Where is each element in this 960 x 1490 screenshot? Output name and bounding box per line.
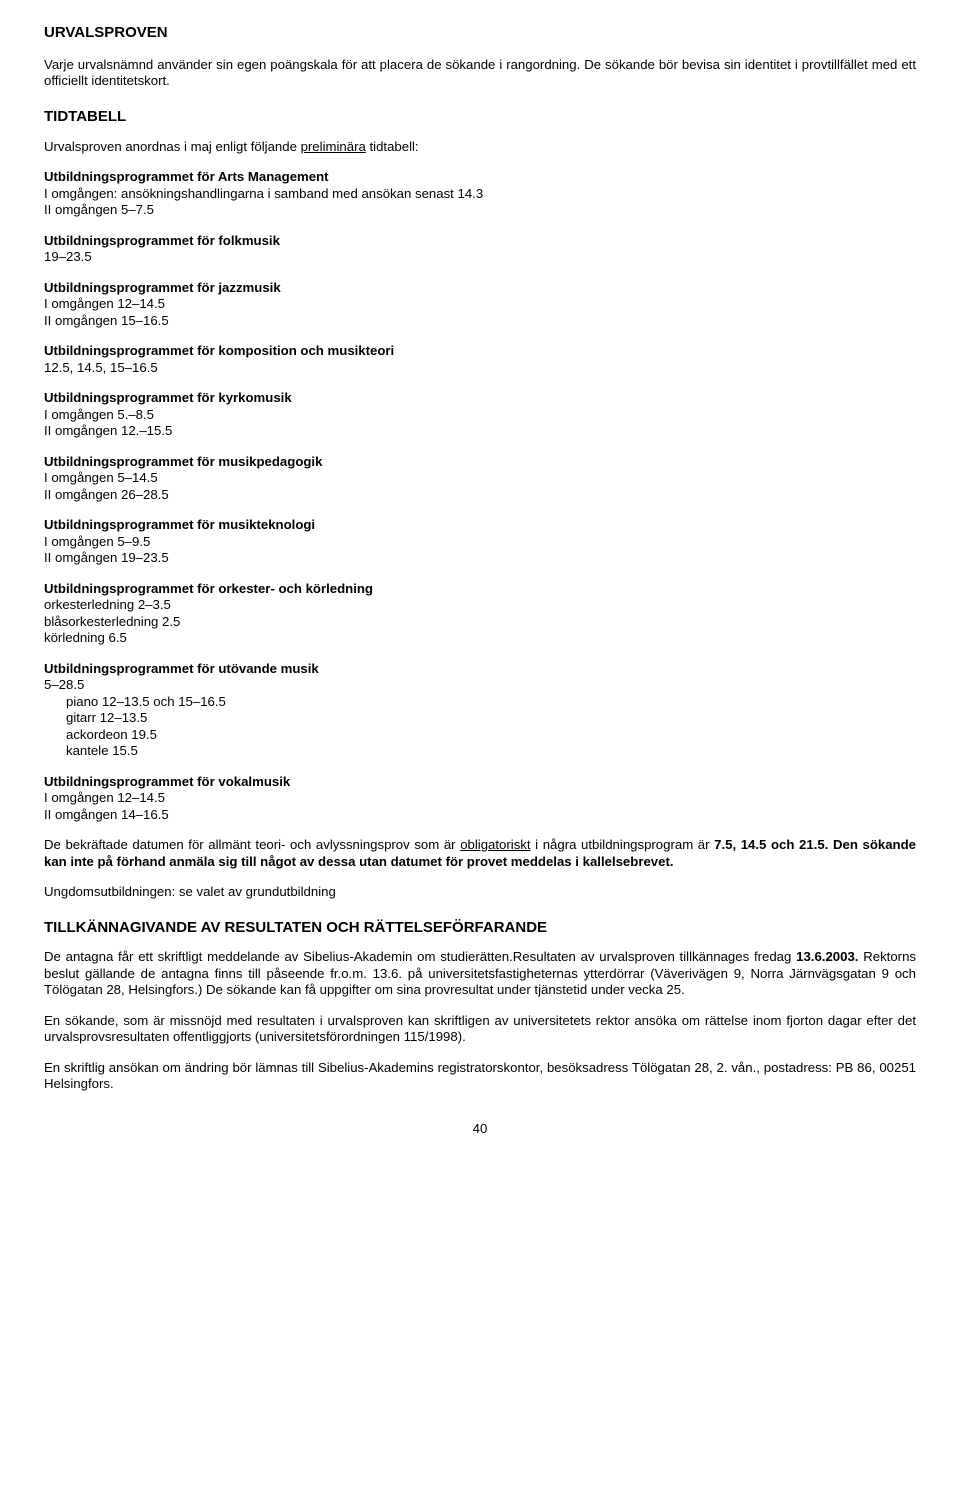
program-heading: Utbildningsprogrammet för jazzmusik <box>44 280 916 297</box>
program-heading: Utbildningsprogrammet för vokalmusik <box>44 774 916 791</box>
program-arts: Utbildningsprogrammet för Arts Managemen… <box>44 169 916 219</box>
program-subline: gitarr 12–13.5 <box>44 710 916 727</box>
tidtabell-intro: Urvalsproven anordnas i maj enligt följa… <box>44 139 916 156</box>
program-line: orkesterledning 2–3.5 <box>44 597 916 614</box>
program-line: I omgången 5–9.5 <box>44 534 916 551</box>
program-line: II omgången 15–16.5 <box>44 313 916 330</box>
results-paragraph-3: En skriftlig ansökan om ändring bör lämn… <box>44 1060 916 1093</box>
program-heading: Utbildningsprogrammet för musikpedagogik <box>44 454 916 471</box>
intro-paragraph: Varje urvalsnämnd använder sin egen poän… <box>44 57 916 90</box>
program-folk: Utbildningsprogrammet för folkmusik 19–2… <box>44 233 916 266</box>
results-paragraph-1: De antagna får ett skriftligt meddelande… <box>44 949 916 999</box>
program-heading: Utbildningsprogrammet för folkmusik <box>44 233 916 250</box>
program-line: blåsorkesterledning 2.5 <box>44 614 916 631</box>
program-line: I omgången 5.–8.5 <box>44 407 916 424</box>
program-vokalmusik: Utbildningsprogrammet för vokalmusik I o… <box>44 774 916 824</box>
program-heading: Utbildningsprogrammet för musikteknologi <box>44 517 916 534</box>
confirm-underline: obligatoriskt <box>460 837 530 852</box>
program-jazz: Utbildningsprogrammet för jazzmusik I om… <box>44 280 916 330</box>
program-kyrkomusik: Utbildningsprogrammet för kyrkomusik I o… <box>44 390 916 440</box>
program-line: 12.5, 14.5, 15–16.5 <box>44 360 916 377</box>
confirm-pre: De bekräftade datumen för allmänt teori-… <box>44 837 460 852</box>
program-line: II omgången 26–28.5 <box>44 487 916 504</box>
program-musikpedagogik: Utbildningsprogrammet för musikpedagogik… <box>44 454 916 504</box>
program-heading: Utbildningsprogrammet för komposition oc… <box>44 343 916 360</box>
program-line: II omgången 19–23.5 <box>44 550 916 567</box>
results-paragraph-2: En sökande, som är missnöjd med resultat… <box>44 1013 916 1046</box>
program-line: I omgången 12–14.5 <box>44 790 916 807</box>
program-line: körledning 6.5 <box>44 630 916 647</box>
program-heading: Utbildningsprogrammet för Arts Managemen… <box>44 169 916 186</box>
confirm-mid: i några utbildningsprogram är <box>531 837 715 852</box>
section-title-urvalsproven: URVALSPROVEN <box>44 24 916 43</box>
confirmed-dates-paragraph: De bekräftade datumen för allmänt teori-… <box>44 837 916 870</box>
program-orkesterledning: Utbildningsprogrammet för orkester- och … <box>44 581 916 647</box>
page-number: 40 <box>44 1121 916 1138</box>
program-subline: ackordeon 19.5 <box>44 727 916 744</box>
program-line: I omgången 5–14.5 <box>44 470 916 487</box>
program-komposition: Utbildningsprogrammet för komposition oc… <box>44 343 916 376</box>
program-line: I omgången 12–14.5 <box>44 296 916 313</box>
program-subline: kantele 15.5 <box>44 743 916 760</box>
tidtabell-intro-pre: Urvalsproven anordnas i maj enligt följa… <box>44 139 301 154</box>
section-title-tidtabell: TIDTABELL <box>44 108 916 127</box>
results-p1-pre: De antagna får ett skriftligt meddelande… <box>44 949 796 964</box>
program-line: II omgången 12.–15.5 <box>44 423 916 440</box>
program-heading: Utbildningsprogrammet för utövande musik <box>44 661 916 678</box>
program-heading: Utbildningsprogrammet för orkester- och … <box>44 581 916 598</box>
program-line: 5–28.5 <box>44 677 916 694</box>
program-line: II omgången 5–7.5 <box>44 202 916 219</box>
program-subline: piano 12–13.5 och 15–16.5 <box>44 694 916 711</box>
program-line: 19–23.5 <box>44 249 916 266</box>
tidtabell-intro-underline: preliminära <box>301 139 366 154</box>
program-line: I omgången: ansökningshandlingarna i sam… <box>44 186 916 203</box>
ungdom-paragraph: Ungdomsutbildningen: se valet av grundut… <box>44 884 916 901</box>
program-musikteknologi: Utbildningsprogrammet för musikteknologi… <box>44 517 916 567</box>
program-utovande: Utbildningsprogrammet för utövande musik… <box>44 661 916 760</box>
section-title-results: TILLKÄNNAGIVANDE AV RESULTATEN OCH RÄTTE… <box>44 919 916 938</box>
tidtabell-intro-post: tidtabell: <box>366 139 419 154</box>
program-heading: Utbildningsprogrammet för kyrkomusik <box>44 390 916 407</box>
results-p1-bold-date: 13.6.2003. <box>796 949 858 964</box>
program-line: II omgången 14–16.5 <box>44 807 916 824</box>
